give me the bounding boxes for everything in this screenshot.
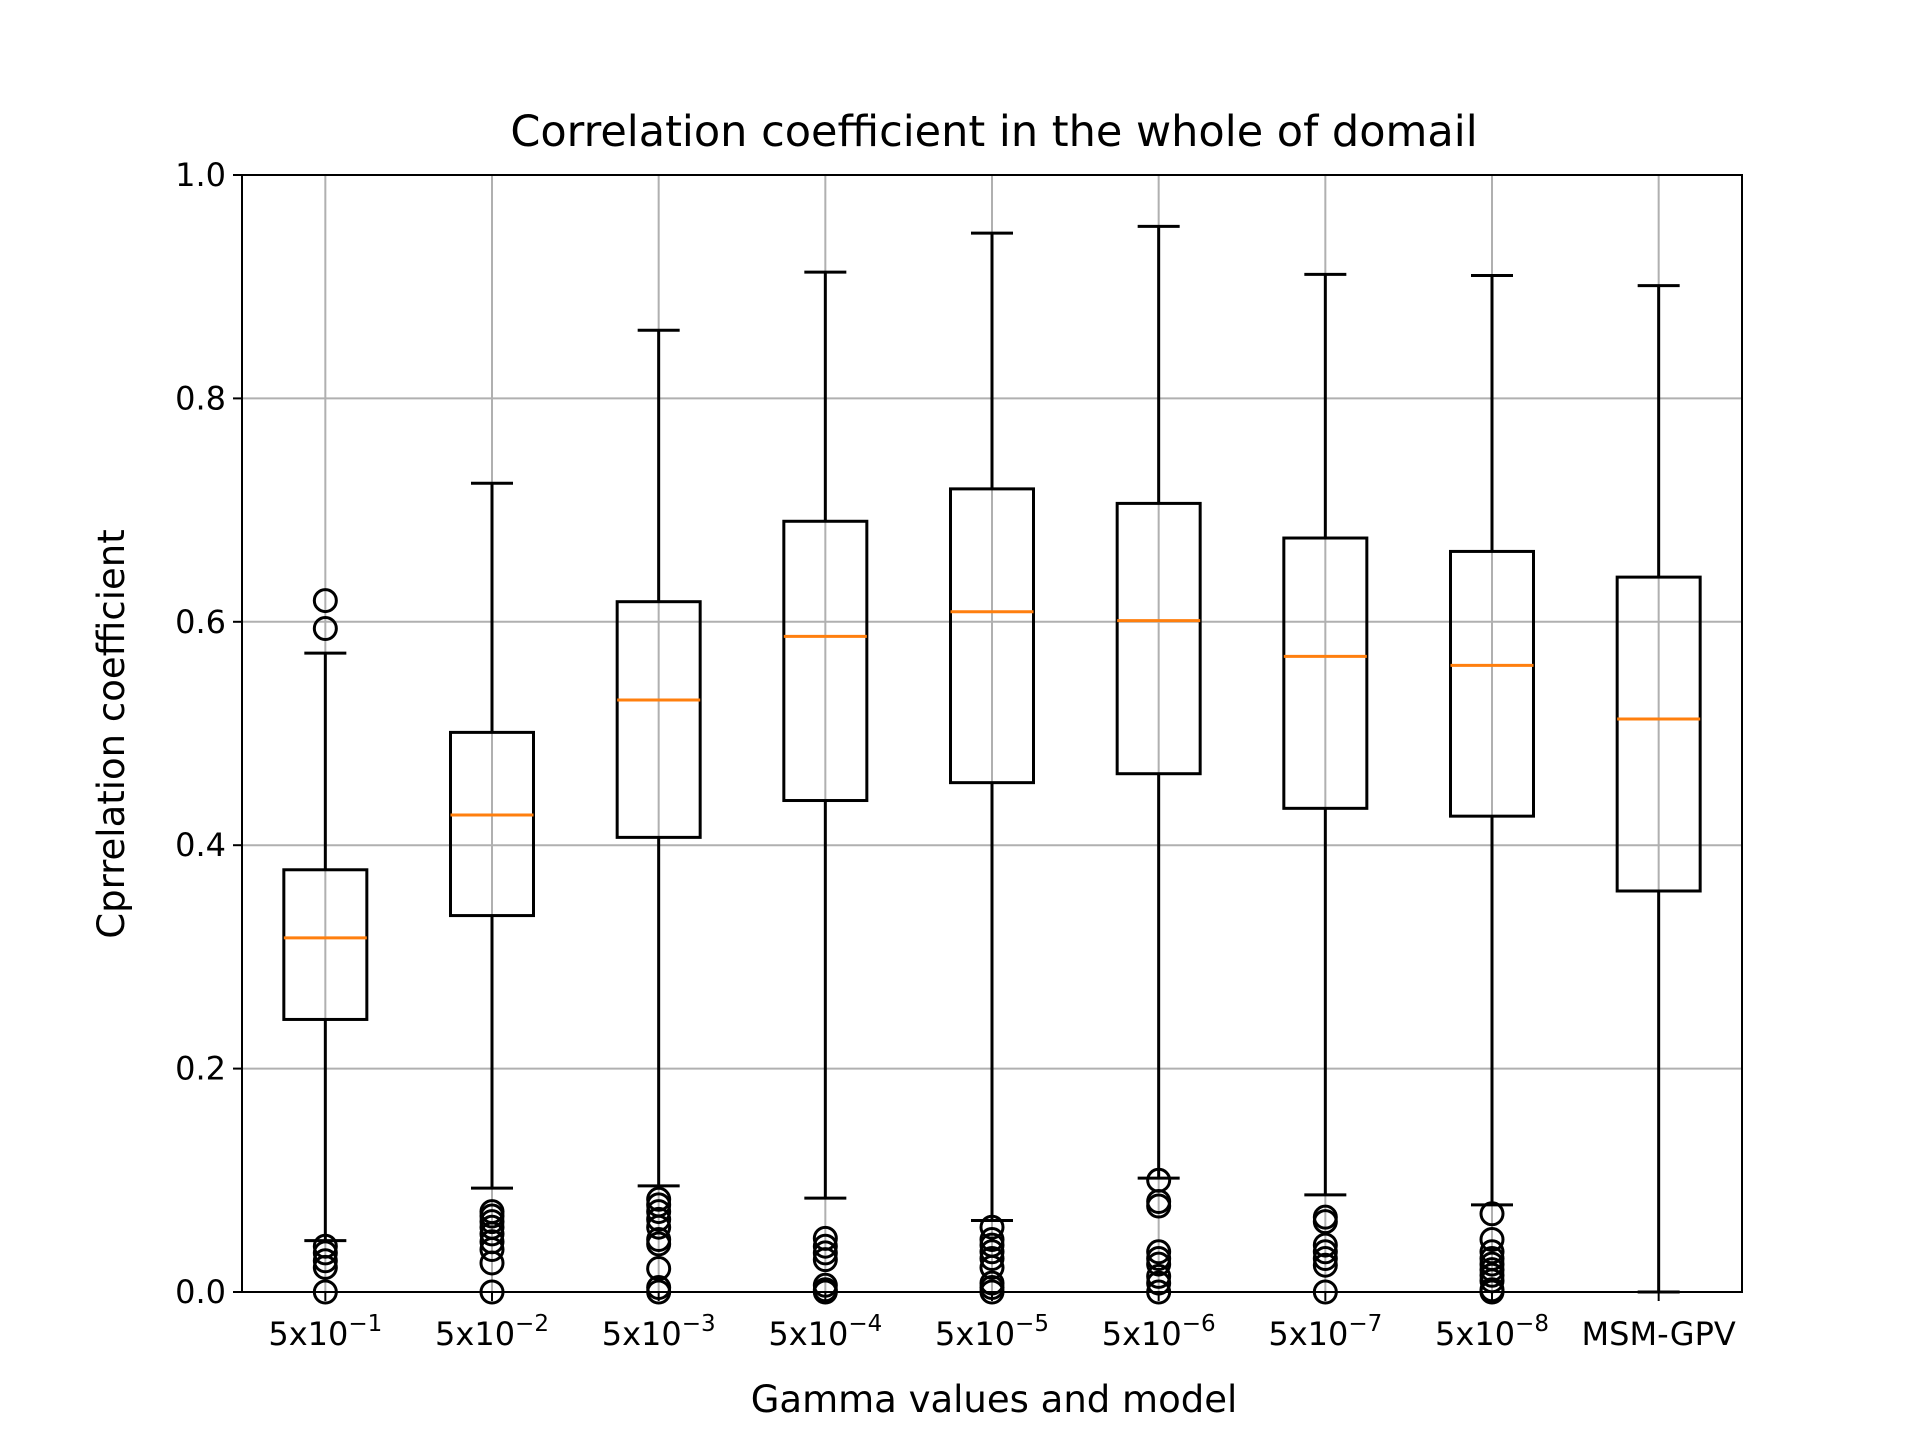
outlier-point <box>1479 1227 1505 1253</box>
x-tick-label: 5x10−8 <box>1435 1311 1549 1353</box>
x-tick-base: 5x10 <box>1102 1315 1182 1353</box>
outlier-point <box>812 1240 838 1266</box>
outlier-point <box>812 1233 838 1259</box>
chart-title: Correlation coefficient in the whole of … <box>510 107 1477 157</box>
x-tick-label: 5x10−1 <box>268 1311 382 1353</box>
y-tick-label: 0.0 <box>175 1273 226 1311</box>
x-tick-base: 5x10 <box>602 1315 682 1353</box>
outlier-point <box>479 1250 505 1276</box>
x-tick-exponent: −6 <box>1182 1311 1216 1337</box>
x-tick-label: 5x10−6 <box>1102 1311 1216 1353</box>
y-tick-label: 0.8 <box>175 379 226 417</box>
box-group <box>782 270 869 1305</box>
x-tick-exponent: −3 <box>682 1311 716 1337</box>
y-tick-label: 0.6 <box>175 603 226 641</box>
outlier-point <box>312 1248 338 1274</box>
iqr-box <box>1115 501 1202 776</box>
outlier-point <box>312 1254 338 1280</box>
x-tick-base: 5x10 <box>1435 1315 1515 1353</box>
outlier-point <box>812 1247 838 1273</box>
outlier-point <box>1312 1239 1338 1265</box>
x-tick-base: MSM-GPV <box>1582 1315 1736 1353</box>
outlier-point <box>646 1206 672 1232</box>
iqr-box <box>282 868 369 1021</box>
outlier-point <box>312 616 338 642</box>
x-tick-exponent: −1 <box>348 1311 382 1337</box>
x-tick-base: 5x10 <box>268 1315 348 1353</box>
x-tick-label: MSM-GPV <box>1582 1315 1736 1353</box>
iqr-box <box>1449 549 1535 818</box>
x-tick-label: 5x10−2 <box>435 1311 549 1353</box>
x-tick-base: 5x10 <box>435 1315 515 1353</box>
y-tick-label: 0.2 <box>175 1050 226 1088</box>
outlier-point <box>1146 1263 1172 1289</box>
outlier-point <box>479 1237 505 1263</box>
outlier-point <box>979 1239 1005 1265</box>
outlier-point <box>1312 1245 1338 1271</box>
outlier-point <box>1146 1239 1172 1265</box>
outlier-point <box>1312 1252 1338 1278</box>
x-tick-base: 5x10 <box>1268 1315 1348 1353</box>
outlier-point <box>979 1254 1005 1280</box>
outlier-point <box>646 1199 672 1225</box>
y-tick-label: 0.4 <box>175 826 226 864</box>
iqr-box <box>1282 536 1369 810</box>
iqr-box <box>449 730 535 918</box>
y-tick-label: 1.0 <box>175 156 226 194</box>
iqr-box <box>1615 575 1702 893</box>
x-tick-label: 5x10−4 <box>768 1311 882 1353</box>
outlier-point <box>1146 1251 1172 1277</box>
box-group <box>449 481 535 1305</box>
outlier-point <box>979 1245 1005 1271</box>
x-tick-exponent: −8 <box>1515 1311 1549 1337</box>
x-tick-exponent: −2 <box>515 1311 549 1337</box>
outlier-point <box>312 1240 338 1266</box>
box-group <box>282 588 369 1305</box>
outlier-point <box>479 1221 505 1247</box>
outlier-point <box>646 1214 672 1240</box>
x-tick-exponent: −7 <box>1348 1311 1382 1337</box>
x-tick-label: 5x10−3 <box>602 1311 716 1353</box>
x-tick-exponent: −5 <box>1015 1311 1049 1337</box>
x-tick-exponent: −4 <box>848 1311 882 1337</box>
x-axis-label: Gamma values and model <box>751 1378 1238 1421</box>
x-tick-base: 5x10 <box>935 1315 1015 1353</box>
x-tick-base: 5x10 <box>768 1315 848 1353</box>
y-axis-label: Cprrelation coefficient <box>90 529 133 939</box>
outlier-point <box>312 588 338 614</box>
x-tick-label: 5x10−7 <box>1268 1311 1382 1353</box>
box-group <box>1449 274 1535 1305</box>
iqr-box <box>782 519 869 803</box>
iqr-box <box>615 600 702 839</box>
outlier-point <box>1146 1193 1172 1219</box>
outlier-point <box>979 1214 1005 1240</box>
outlier-point <box>646 1231 672 1257</box>
iqr-box <box>949 487 1035 785</box>
box-group <box>949 231 1035 1305</box>
outlier-point <box>1312 1232 1338 1258</box>
outlier-point <box>1479 1201 1505 1227</box>
x-tick-label: 5x10−5 <box>935 1311 1049 1353</box>
